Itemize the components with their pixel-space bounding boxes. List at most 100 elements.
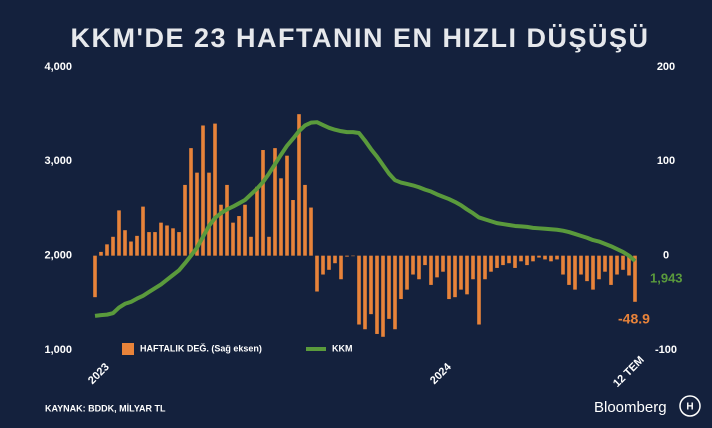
bar [513, 255, 517, 268]
bar [381, 255, 385, 337]
bar [279, 178, 283, 256]
legend-label: KKM [332, 343, 353, 353]
bar [471, 255, 475, 280]
bar [573, 255, 577, 290]
bar [147, 232, 151, 256]
bar [501, 255, 505, 266]
bar [273, 148, 277, 256]
bar [531, 255, 535, 262]
brand: Bloomberg [594, 399, 667, 416]
bar [423, 255, 427, 266]
bar [615, 255, 619, 275]
bar [225, 184, 229, 256]
bar [285, 155, 289, 256]
bar [465, 255, 469, 295]
bar [621, 255, 625, 270]
bar [207, 172, 211, 256]
bar [315, 255, 319, 292]
bar [243, 204, 247, 256]
brand-logo-mark: H [686, 402, 693, 413]
bar [483, 255, 487, 280]
bar [135, 235, 139, 256]
bar [249, 236, 253, 256]
bar [93, 255, 97, 298]
y2-tick-label: -100 [655, 344, 677, 356]
bar [555, 255, 559, 260]
bar [417, 255, 421, 280]
y-tick-label: 1,000 [44, 344, 72, 356]
bar [585, 255, 589, 282]
bar [537, 255, 541, 258]
bar [195, 172, 199, 256]
bar [141, 206, 145, 256]
bar [105, 244, 109, 256]
source: KAYNAK: BDDK, MİLYAR TL [45, 403, 166, 413]
bar [177, 232, 181, 256]
bar [489, 255, 493, 272]
bar [519, 255, 523, 262]
bar [255, 186, 259, 256]
bar [171, 228, 175, 256]
bar [321, 255, 325, 275]
bar [291, 200, 295, 256]
bar [183, 184, 187, 256]
bar [399, 255, 403, 300]
bar [201, 125, 205, 256]
bar [297, 114, 301, 256]
bar [507, 255, 511, 264]
bar [99, 251, 103, 256]
bar [543, 255, 547, 260]
value-label: -48.9 [618, 311, 650, 327]
bar [117, 210, 121, 256]
line [94, 120, 637, 318]
bar [591, 255, 595, 290]
bar [477, 255, 481, 325]
bar [237, 216, 241, 256]
bar [435, 255, 439, 278]
bar [165, 225, 169, 256]
legend-label: HAFTALIK DEĞ. (Sağ eksen) [140, 342, 262, 353]
y-tick-label: 2,000 [44, 250, 72, 262]
bar [441, 255, 445, 272]
legend-swatch [122, 343, 134, 355]
bar [129, 241, 133, 256]
chart-title: KKM'DE 23 HAFTANIN EN HIZLI DÜŞÜŞÜ [71, 23, 650, 53]
bar [453, 255, 457, 298]
bar [309, 207, 313, 256]
bar [405, 255, 409, 290]
y2-tick-label: 0 [663, 250, 669, 262]
bar [213, 123, 217, 256]
y-tick-label: 3,000 [44, 155, 72, 167]
bar [579, 255, 583, 275]
bar [111, 236, 115, 256]
bar [153, 232, 157, 256]
bar [525, 255, 529, 266]
bar [609, 255, 613, 285]
bar [189, 148, 193, 256]
bar [459, 255, 463, 290]
bar [345, 255, 349, 257]
bar [303, 184, 307, 256]
bar [549, 255, 553, 262]
bar [387, 255, 391, 319]
bar [447, 255, 451, 300]
bar [159, 222, 163, 256]
bar [567, 255, 571, 285]
value-label: 1,943 [650, 270, 683, 285]
bar [411, 255, 415, 275]
y2-tick-label: 100 [657, 155, 675, 167]
bar [327, 255, 331, 270]
bar [627, 255, 631, 276]
bar [267, 236, 271, 256]
bar [561, 255, 565, 275]
y2-tick-label: 200 [657, 61, 675, 73]
y-tick-label: 4,000 [44, 61, 72, 73]
bar [495, 255, 499, 268]
brand-logo [679, 395, 701, 417]
bar [393, 255, 397, 330]
bar [429, 255, 433, 285]
bar [333, 255, 337, 264]
